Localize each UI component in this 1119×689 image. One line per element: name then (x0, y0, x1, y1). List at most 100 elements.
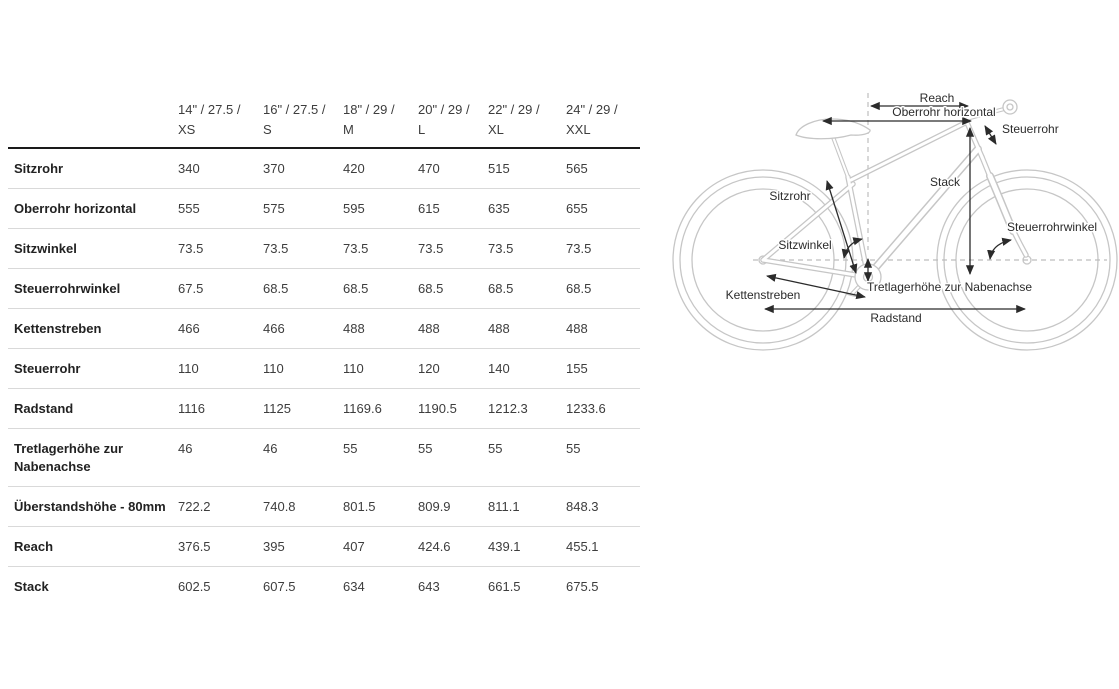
column-header: 16" / 27.5 / S (263, 100, 343, 149)
cell-value: 73.5 (178, 228, 263, 269)
steuerrohrwinkel-label: Steuerrohrwinkel (1007, 220, 1097, 234)
oberrohr-label: Oberrohr horizontal (892, 105, 995, 119)
column-header-code: XS (178, 122, 196, 137)
cell-value: 420 (343, 148, 418, 189)
column-header-code: XXL (566, 122, 591, 137)
steuerrohr-arrow (984, 125, 997, 145)
table-row: Sitzrohr 340 370 420 470 515 565 (8, 148, 640, 189)
cell-value: 46 (178, 428, 263, 487)
cell-value: 407 (343, 526, 418, 567)
cell-value: 488 (343, 308, 418, 349)
column-header-code: S (263, 122, 272, 137)
cell-value: 565 (566, 148, 640, 189)
column-header-size: 14" / 27.5 / (178, 102, 241, 117)
table-row: Reach 376.5 395 407 424.6 439.1 455.1 (8, 526, 640, 567)
row-label: Tretlagerhöhe zur Nabenachse (8, 428, 178, 487)
cell-value: 73.5 (343, 228, 418, 269)
row-label: Oberrohr horizontal (8, 188, 178, 229)
column-header: 20" / 29 / L (418, 100, 488, 149)
cell-value: 661.5 (488, 579, 521, 594)
cell-value: 602.5 (178, 579, 211, 594)
cell-value: 675.5 (566, 579, 599, 594)
reach-label: Reach (920, 91, 955, 105)
cell-value: 370 (263, 148, 343, 189)
cell-value: 1169.6 (343, 388, 418, 429)
cell-value: 424.6 (418, 526, 488, 567)
row-label: Überstandshöhe - 80mm (8, 486, 178, 527)
column-header: 14" / 27.5 / XS (178, 100, 263, 149)
cell-value: 73.5 (418, 228, 488, 269)
cell-value: 73.5 (488, 228, 566, 269)
cell-value: 68.5 (566, 268, 640, 309)
cell-value: 110 (263, 348, 343, 389)
column-header-code: L (418, 122, 426, 137)
cell-value: 340 (178, 148, 263, 189)
sitzwinkel-label: Sitzwinkel (778, 238, 831, 252)
handlebar-grip (1002, 99, 1018, 115)
table-row: Überstandshöhe - 80mm 722.2 740.8 801.5 809.… (8, 486, 640, 527)
cell-value: 488 (566, 308, 640, 349)
cell-value: 635 (488, 188, 566, 229)
cell-value: 55 (343, 428, 418, 487)
dimension-arrows (764, 101, 1026, 314)
cell-value: 68.5 (263, 268, 343, 309)
column-header-size: 16" / 27.5 / (263, 102, 326, 117)
cell-value: 68.5 (488, 268, 566, 309)
kettenstreben-arrow (766, 273, 866, 300)
cell-value: 634 (343, 579, 365, 594)
column-header-size: 18" / 29 / (343, 102, 395, 117)
column-header: 24" / 29 / XXL (566, 100, 640, 149)
cell-value: 1212.3 (488, 388, 566, 429)
cell-value: 46 (263, 428, 343, 487)
cell-value: 376.5 (178, 526, 263, 567)
radstand-label: Radstand (870, 311, 921, 325)
column-header: 22" / 29 / XL (488, 100, 566, 149)
cell-value: 455.1 (566, 526, 640, 567)
cell-value: 848.3 (566, 486, 640, 527)
corner-cell (8, 100, 178, 149)
cell-value: 68.5 (343, 268, 418, 309)
row-label: Reach (8, 526, 178, 567)
cell-value: 55 (418, 428, 488, 487)
cell-value: 68.5 (418, 268, 488, 309)
cell-value: 55 (488, 428, 566, 487)
cell-value: 155 (566, 348, 640, 389)
cell-value: 1125 (263, 388, 343, 429)
geometry-table-body: Sitzrohr 340 370 420 470 515 565 Oberrohr horiz… (8, 148, 640, 606)
row-label: Kettenstreben (8, 308, 178, 349)
cell-value: 595 (343, 188, 418, 229)
cell-value: 73.5 (263, 228, 343, 269)
dimension-labels: Reach Oberrohr horizontal Steuerrohr Sta… (724, 90, 1098, 327)
cell-value: 515 (488, 148, 566, 189)
column-header-size: 22" / 29 / (488, 102, 540, 117)
cell-value: 575 (263, 188, 343, 229)
cell-value: 470 (418, 148, 488, 189)
tretlagerhoehe-label: Tretlagerhöhe zur Nabenachse (867, 280, 1032, 294)
cell-value: 607.5 (263, 579, 296, 594)
cell-value: 439.1 (488, 526, 566, 567)
cell-value: 73.5 (566, 228, 640, 269)
row-label: Steuerrohrwinkel (8, 268, 178, 309)
sitzrohr-label: Sitzrohr (769, 189, 810, 203)
handlebar-grip-inner (1006, 103, 1014, 111)
cell-value: 488 (418, 308, 488, 349)
column-header-size: 20" / 29 / (418, 102, 470, 117)
cell-value: 466 (178, 308, 263, 349)
row-label: Radstand (8, 388, 178, 429)
cell-value: 809.9 (418, 486, 488, 527)
saddle (795, 118, 871, 140)
cell-value: 55 (566, 428, 640, 487)
kettenstreben-label: Kettenstreben (726, 288, 801, 302)
cell-value: 140 (488, 348, 566, 389)
row-label: Stack (14, 579, 49, 594)
cell-value: 801.5 (343, 486, 418, 527)
row-label: Sitzwinkel (8, 228, 178, 269)
column-header-code: XL (488, 122, 504, 137)
bike-geometry-diagram: Reach Oberrohr horizontal Steuerrohr Sta… (672, 90, 1118, 351)
cell-value: 615 (418, 188, 488, 229)
table-row: Tretlagerhöhe zur Nabenachse 46 46 55 55 55 55 (8, 428, 640, 487)
cell-value: 67.5 (178, 268, 263, 309)
column-header-size: 24" / 29 / (566, 102, 618, 117)
stack-label: Stack (930, 175, 961, 189)
